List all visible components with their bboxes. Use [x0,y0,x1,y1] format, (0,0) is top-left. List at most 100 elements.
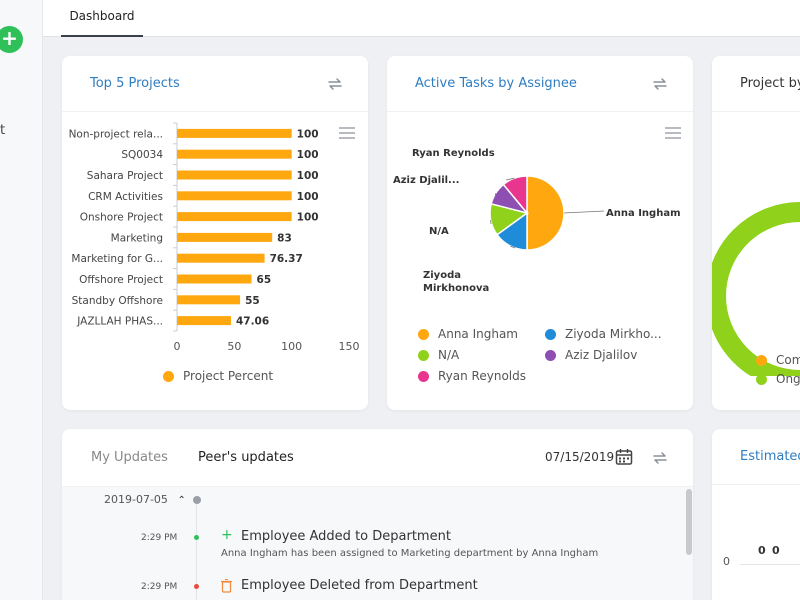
project-by-card: Project by Com Ong [712,56,800,410]
category-label: SQ0034 [121,149,163,161]
data-label: 100 [297,149,319,161]
refresh-icon[interactable] [650,448,670,468]
card-title: Top 5 Projects [90,76,180,91]
updates-card: My Updates Peer's updates 07/15/2019 201… [62,429,693,600]
data-label: 100 [297,170,319,182]
x-tick-label: 100 [281,340,302,353]
pie-leader-line [563,210,605,214]
pie-data-label: Anna Ingham [606,208,681,219]
pie-legend-item[interactable]: Anna Ingham [418,327,518,341]
legend-label: Aziz Djalilov [565,348,638,362]
category-label: Marketing [111,232,163,244]
card-title: Estimated [740,449,800,464]
active-tasks-card: Active Tasks by Assignee Anna Ingham Ziyo… [387,56,693,410]
legend-label: Com [776,353,800,367]
pie-leader-line [510,245,516,249]
calendar-icon[interactable] [615,448,633,466]
legend-label: N/A [438,348,460,362]
legend-swatch [756,373,767,385]
legend-label: Anna Ingham [438,327,518,341]
data-label: 100 [297,128,319,140]
update-title: Employee Deleted from Department [241,578,478,593]
refresh-icon[interactable] [650,74,670,94]
category-label: Offshore Project [79,274,163,286]
sidebar: + t [0,0,43,600]
data-label: 55 [245,295,260,307]
pie-legend-item[interactable]: N/A [418,348,459,362]
date-value[interactable]: 07/15/2019 [545,450,615,464]
group-date-label: 2019-07-05 [104,493,168,506]
refresh-icon[interactable] [325,74,345,94]
trash-icon [221,579,232,593]
data-label: 100 [297,212,319,224]
chevron-up-icon[interactable]: ⌃ [177,495,186,506]
tasks-pie-chart: Anna Ingham Ziyoda Mirkhonova N/A Aziz Djali… [393,148,681,294]
donut-legend-item: Com [756,353,800,367]
pie-legend-item[interactable]: Ziyoda Mirkho... [545,327,662,341]
tab-dashboard[interactable]: Dashboard [61,0,143,37]
menu-icon[interactable] [339,126,355,140]
menu-icon[interactable] [665,126,681,140]
timeline-dot-red [194,584,199,589]
x-tick-label: 50 [227,340,241,353]
pie-leader-line [494,193,497,199]
axis-label: 0 [723,555,730,568]
pie-legend-item[interactable]: Ryan Reynolds [418,369,526,383]
data-label: 0 [772,544,780,557]
top-bar: Dashboard [43,0,800,37]
bar [177,232,273,242]
timeline [62,487,693,600]
bar [177,128,292,138]
data-label: 100 [297,191,319,203]
estimated-card: Estimated 0 0 0 [712,429,800,600]
bar [177,149,292,159]
bar-legend: Project Percent [163,369,273,383]
card-header: Project by [712,56,800,112]
card-header: Estimated [712,429,800,485]
scrollbar[interactable] [686,489,692,555]
legend-label: Ziyoda Mirkho... [565,327,662,341]
bar [177,316,231,326]
category-label: JAZLLAH PHAS... [76,316,163,328]
bar [177,212,292,222]
data-label: 83 [277,232,292,244]
pie-data-label: Aziz Djalil... [393,175,459,186]
bar [177,170,292,180]
donut-slice-ongoing [712,202,800,376]
category-label: Non-project rela... [69,128,163,140]
card-title: Project by [740,76,800,91]
bar [177,274,252,284]
data-label: 65 [257,274,272,286]
update-time: 2:29 PM [141,582,178,592]
card-header: My Updates Peer's updates 07/15/2019 [62,429,693,487]
legend-swatch [756,354,767,366]
bar [177,191,292,201]
legend-label: Project Percent [183,369,274,383]
legend-label: Ryan Reynolds [438,369,526,383]
sidebar-item-label[interactable]: t [0,123,6,138]
card-header: Top 5 Projects [62,56,368,112]
x-tick-label: 0 [174,340,181,353]
axis-line [740,564,800,565]
data-label: 47.06 [236,316,269,328]
update-description: Anna Ingham has been assigned to Marketi… [221,548,599,559]
tab-my-updates[interactable]: My Updates [91,450,168,465]
category-label: Marketing for G... [71,253,163,265]
pie-data-label: Ryan Reynolds [412,148,495,159]
pie-slice [526,175,565,251]
category-label: Standby Offshore [72,295,163,307]
legend-label: Ong [776,372,800,386]
legend-swatch [545,328,556,340]
update-time: 2:29 PM [141,533,178,543]
top-projects-card: Top 5 Projects Non-project rela... 100 SQ0… [62,56,368,410]
legend-swatch [418,370,429,382]
add-button[interactable]: + [0,26,23,53]
plus-icon: + [221,527,233,543]
timeline-group-date[interactable]: 2019-07-05 ⌃ [104,493,186,506]
legend-swatch [418,349,429,361]
tab-peers-updates[interactable]: Peer's updates [198,450,294,465]
x-tick-label: 150 [339,340,360,353]
pie-legend-item[interactable]: Aziz Djalilov [545,348,637,362]
project-donut-chart [712,202,800,376]
data-label: 0 [758,544,766,557]
